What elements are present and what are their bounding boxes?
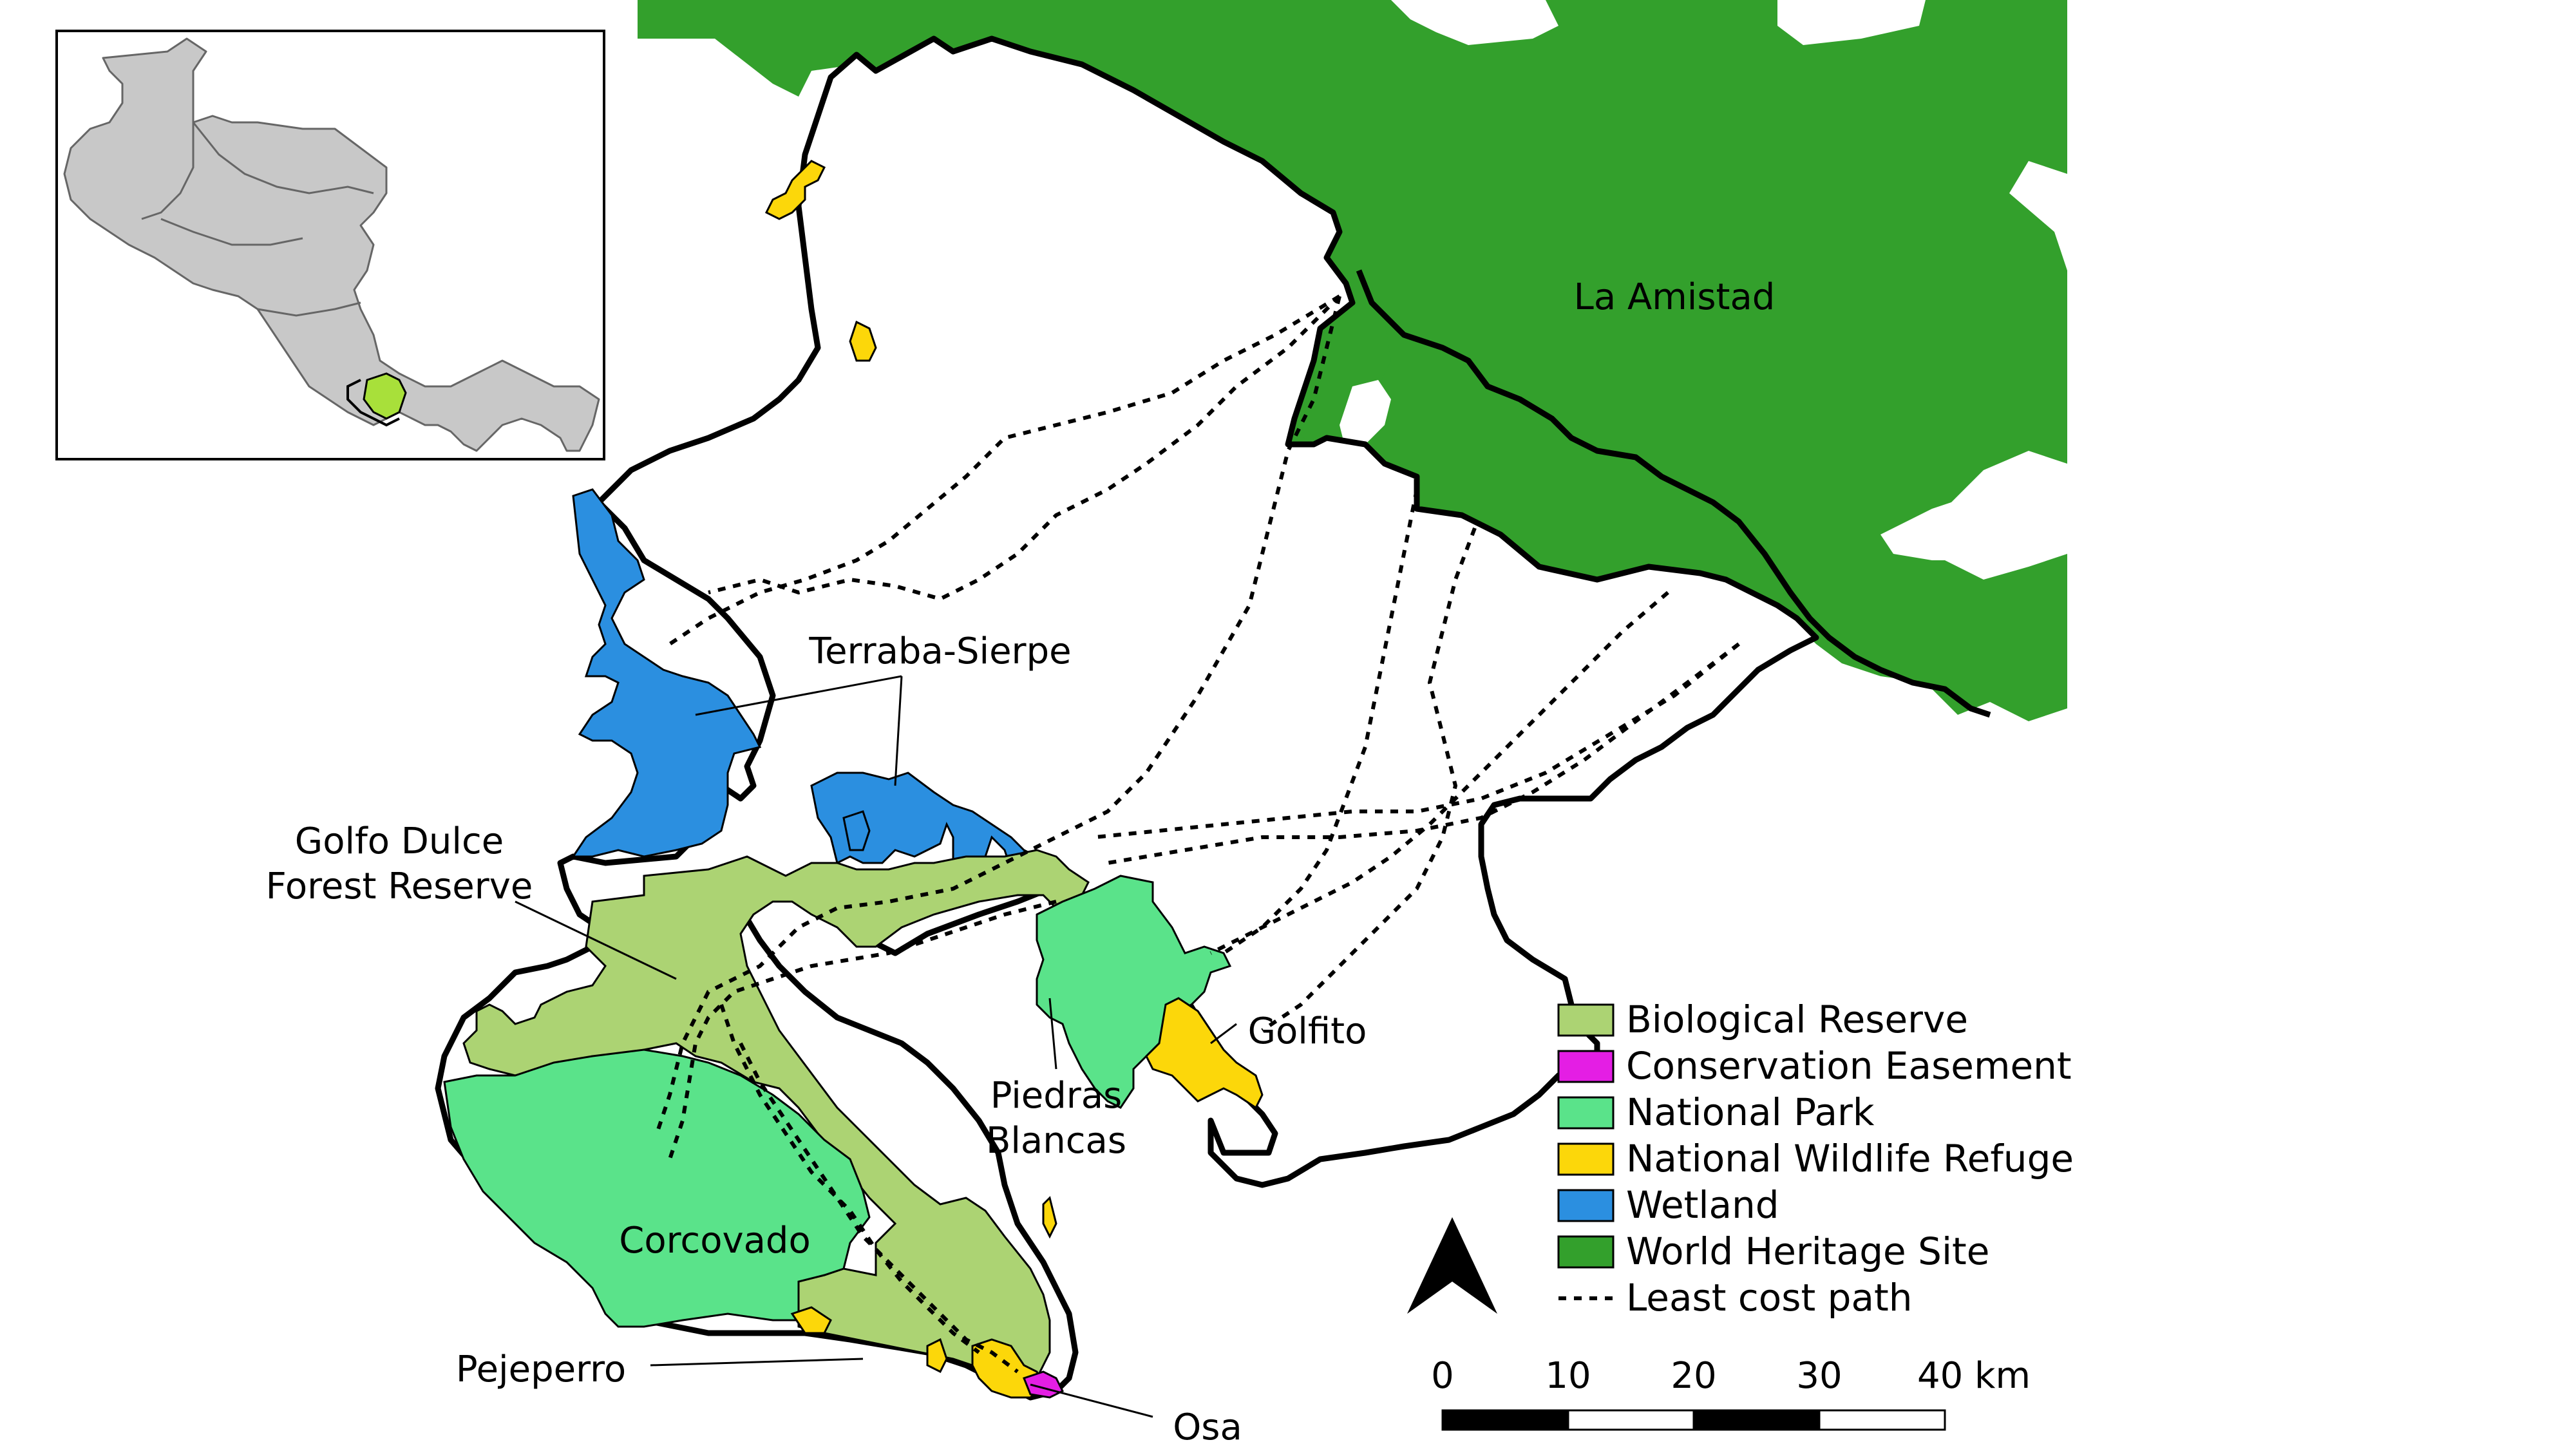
wetland-area: [571, 488, 762, 858]
la-amistad-hole: [1880, 489, 2048, 560]
inset-border: [257, 301, 361, 317]
label-golfo-dulce-line1: Golfo Dulce: [295, 820, 504, 862]
leader-lines: [515, 675, 1237, 1418]
legend-label: Wetland: [1626, 1183, 1779, 1227]
leader-golfito: [1210, 1023, 1237, 1045]
legend-swatch-national-park: [1557, 1096, 1615, 1130]
label-terraba-sierpe: Terraba-Sierpe: [808, 630, 1071, 672]
wildlife-refuge-pejeperro: [926, 1338, 948, 1374]
leader-osa: [1030, 1383, 1153, 1418]
legend-swatch-wetland: [1557, 1189, 1615, 1222]
leader-golfo-dulce: [515, 900, 677, 980]
wildlife-refuge-golfito: [1145, 997, 1264, 1110]
wetland-area: [842, 810, 871, 851]
legend-label: Biological Reserve: [1626, 998, 1968, 1041]
inset-study-area-outline: [346, 379, 400, 427]
legend-swatch-world-heritage-site: [1557, 1235, 1615, 1269]
la-amistad-hole: [1391, 0, 1558, 45]
inset-border: [160, 218, 303, 246]
legend-label: Conservation Easement: [1626, 1044, 2072, 1088]
least-cost-path: [719, 1004, 980, 1354]
wildlife-refuge-small: [849, 320, 877, 362]
legend-label: National Wildlife Refuge: [1626, 1137, 2074, 1180]
least-cost-path: [1107, 642, 1740, 865]
scale-tick-label: 20: [1671, 1355, 1716, 1397]
label-golfo-dulce-line2: Forest Reserve: [266, 866, 533, 907]
scale-bar-segment: [1818, 1409, 1946, 1431]
least-cost-path: [1209, 591, 1669, 955]
label-la-amistad: La Amistad: [1574, 276, 1776, 318]
least-cost-path: [1222, 489, 1419, 955]
study-area-coastline: [1356, 269, 1991, 718]
scale-tick-label: 40 km: [1917, 1355, 2031, 1397]
legend-label: National Park: [1626, 1090, 1875, 1134]
national-park-corcovado: [443, 1048, 871, 1328]
leader-piedras-blancas: [1048, 998, 1057, 1070]
least-cost-path: [655, 296, 1341, 1134]
legend-label: Least cost path: [1626, 1276, 1913, 1320]
legend-swatch-national-wildlife-refuge: [1557, 1142, 1615, 1176]
scale-tick-label: 0: [1431, 1355, 1454, 1397]
inset-border: [192, 122, 374, 194]
label-piedras-blancas-line2: Blancas: [986, 1120, 1126, 1162]
label-osa: Osa: [1173, 1406, 1242, 1448]
la-amistad-hole: [1340, 380, 1391, 451]
wildlife-refuge-north: [764, 160, 826, 220]
inset-study-area: [363, 372, 407, 420]
least-cost-path: [739, 1042, 1019, 1374]
inset-central-america-land: [63, 37, 600, 452]
leader-terraba-sierpe: [695, 675, 902, 716]
legend-swatch-biological-reserve: [1557, 1003, 1615, 1037]
world-heritage-site-area: [1294, 270, 1391, 451]
north-arrow-icon: [1407, 1217, 1497, 1314]
legend: Biological Reserve Conservation Easement…: [1557, 998, 2074, 1320]
legend-swatch-conservation-easement: [1557, 1050, 1615, 1083]
least-cost-path: [668, 294, 1341, 646]
least-cost-path: [708, 294, 1341, 601]
least-cost-paths: [655, 294, 1740, 1374]
inset-border: [141, 122, 194, 220]
inset-map: [55, 30, 605, 460]
leader-pejeperro: [650, 1358, 864, 1367]
inset-country-borders: [141, 122, 401, 413]
label-golfito: Golfito: [1248, 1010, 1367, 1052]
label-corcovado: Corcovado: [619, 1220, 810, 1262]
scale-bar: 0 10 20 30 40 km: [1431, 1355, 2031, 1431]
legend-label: World Heritage Site: [1626, 1229, 1989, 1273]
wildlife-refuge-pejeperro: [790, 1306, 832, 1334]
label-piedras-blancas-line1: Piedras: [990, 1075, 1122, 1117]
scale-bar-segment: [1441, 1409, 1569, 1431]
scale-tick-label: 10: [1545, 1355, 1591, 1397]
scale-bar-segment: [1567, 1409, 1695, 1431]
la-amistad-hole: [1777, 0, 1926, 45]
leader-terraba-sierpe: [894, 676, 903, 786]
scale-tick-label: 30: [1796, 1355, 1842, 1397]
least-cost-path: [1261, 527, 1477, 1032]
least-cost-path: [668, 900, 1057, 1160]
label-pejeperro: Pejeperro: [456, 1349, 626, 1390]
scale-bar-segment: [1692, 1409, 1821, 1431]
wildlife-refuge-coast: [1042, 1196, 1057, 1239]
